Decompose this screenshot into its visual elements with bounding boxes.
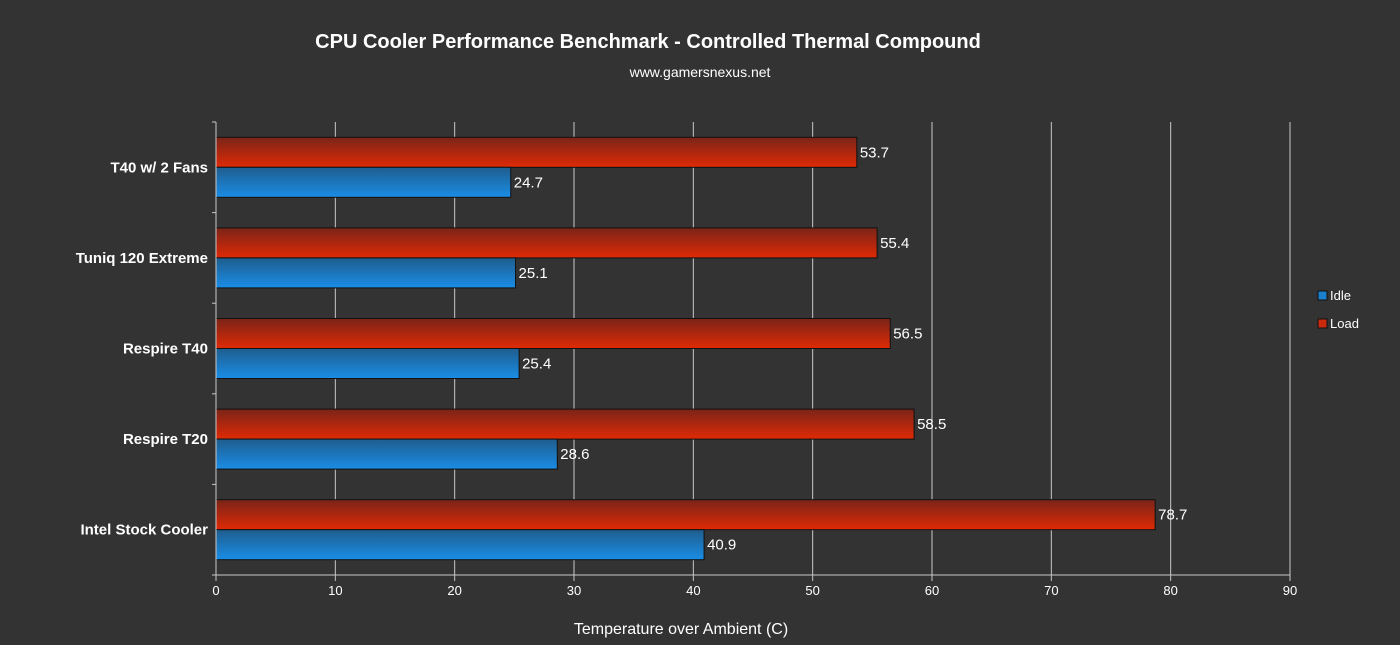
legend-swatch-load: [1317, 318, 1328, 329]
x-tick-label: 90: [1283, 583, 1297, 598]
x-tick-label: 80: [1163, 583, 1177, 598]
idle-bar: [215, 348, 520, 379]
chart-subtitle: www.gamersnexus.net: [629, 64, 771, 80]
x-tick-label: 10: [328, 583, 342, 598]
load-bar: [215, 318, 891, 349]
x-tick-label: 40: [686, 583, 700, 598]
idle-bar: [215, 438, 558, 470]
legend-label-idle: Idle: [1330, 288, 1351, 303]
idle-bar: [215, 257, 517, 289]
load-bar: [215, 408, 915, 440]
data-label: 40.9: [707, 537, 736, 554]
data-label: 28.6: [560, 446, 589, 463]
load-bar: [215, 136, 858, 168]
idle-bar: [215, 166, 512, 198]
data-label: 55.4: [880, 235, 909, 252]
legend: Idle Load: [1317, 288, 1359, 331]
category-label: Intel Stock Cooler: [80, 522, 208, 539]
category-label: Respire T20: [123, 431, 208, 448]
category-label: Respire T40: [123, 341, 208, 358]
x-tick-label: 0: [212, 583, 219, 598]
chart-title: CPU Cooler Performance Benchmark - Contr…: [315, 31, 981, 53]
x-tick-label: 30: [567, 583, 581, 598]
idle-bar: [215, 529, 705, 561]
x-tick-label: 50: [805, 583, 819, 598]
x-tick-label: 70: [1044, 583, 1058, 598]
data-label: 24.7: [514, 174, 543, 191]
data-label: 25.4: [522, 356, 551, 373]
data-label: 78.7: [1158, 507, 1187, 524]
bars: 53.7 24.7 55.4 25.1 56.5 25.4 58.5 28.6 78.7 40.9: [215, 136, 1187, 561]
x-tick-label: 20: [447, 583, 461, 598]
data-label: 56.5: [893, 326, 922, 343]
legend-swatch-idle: [1317, 290, 1328, 301]
category-label: T40 w/ 2 Fans: [110, 159, 208, 176]
load-bar: [215, 227, 878, 259]
legend-label-load: Load: [1330, 316, 1359, 331]
load-bar: [215, 499, 1156, 531]
x-axis-title: Temperature over Ambient (C): [574, 621, 788, 638]
axes: 0 10 20 30 40 50 60 70 80 90 T40 w/ 2 Fans Tuniq 12…: [76, 121, 1297, 598]
data-label: 25.1: [519, 265, 548, 282]
x-tick-label: 60: [925, 583, 939, 598]
data-label: 58.5: [917, 416, 946, 433]
category-label: Tuniq 120 Extreme: [76, 250, 208, 267]
data-label: 53.7: [860, 144, 889, 161]
